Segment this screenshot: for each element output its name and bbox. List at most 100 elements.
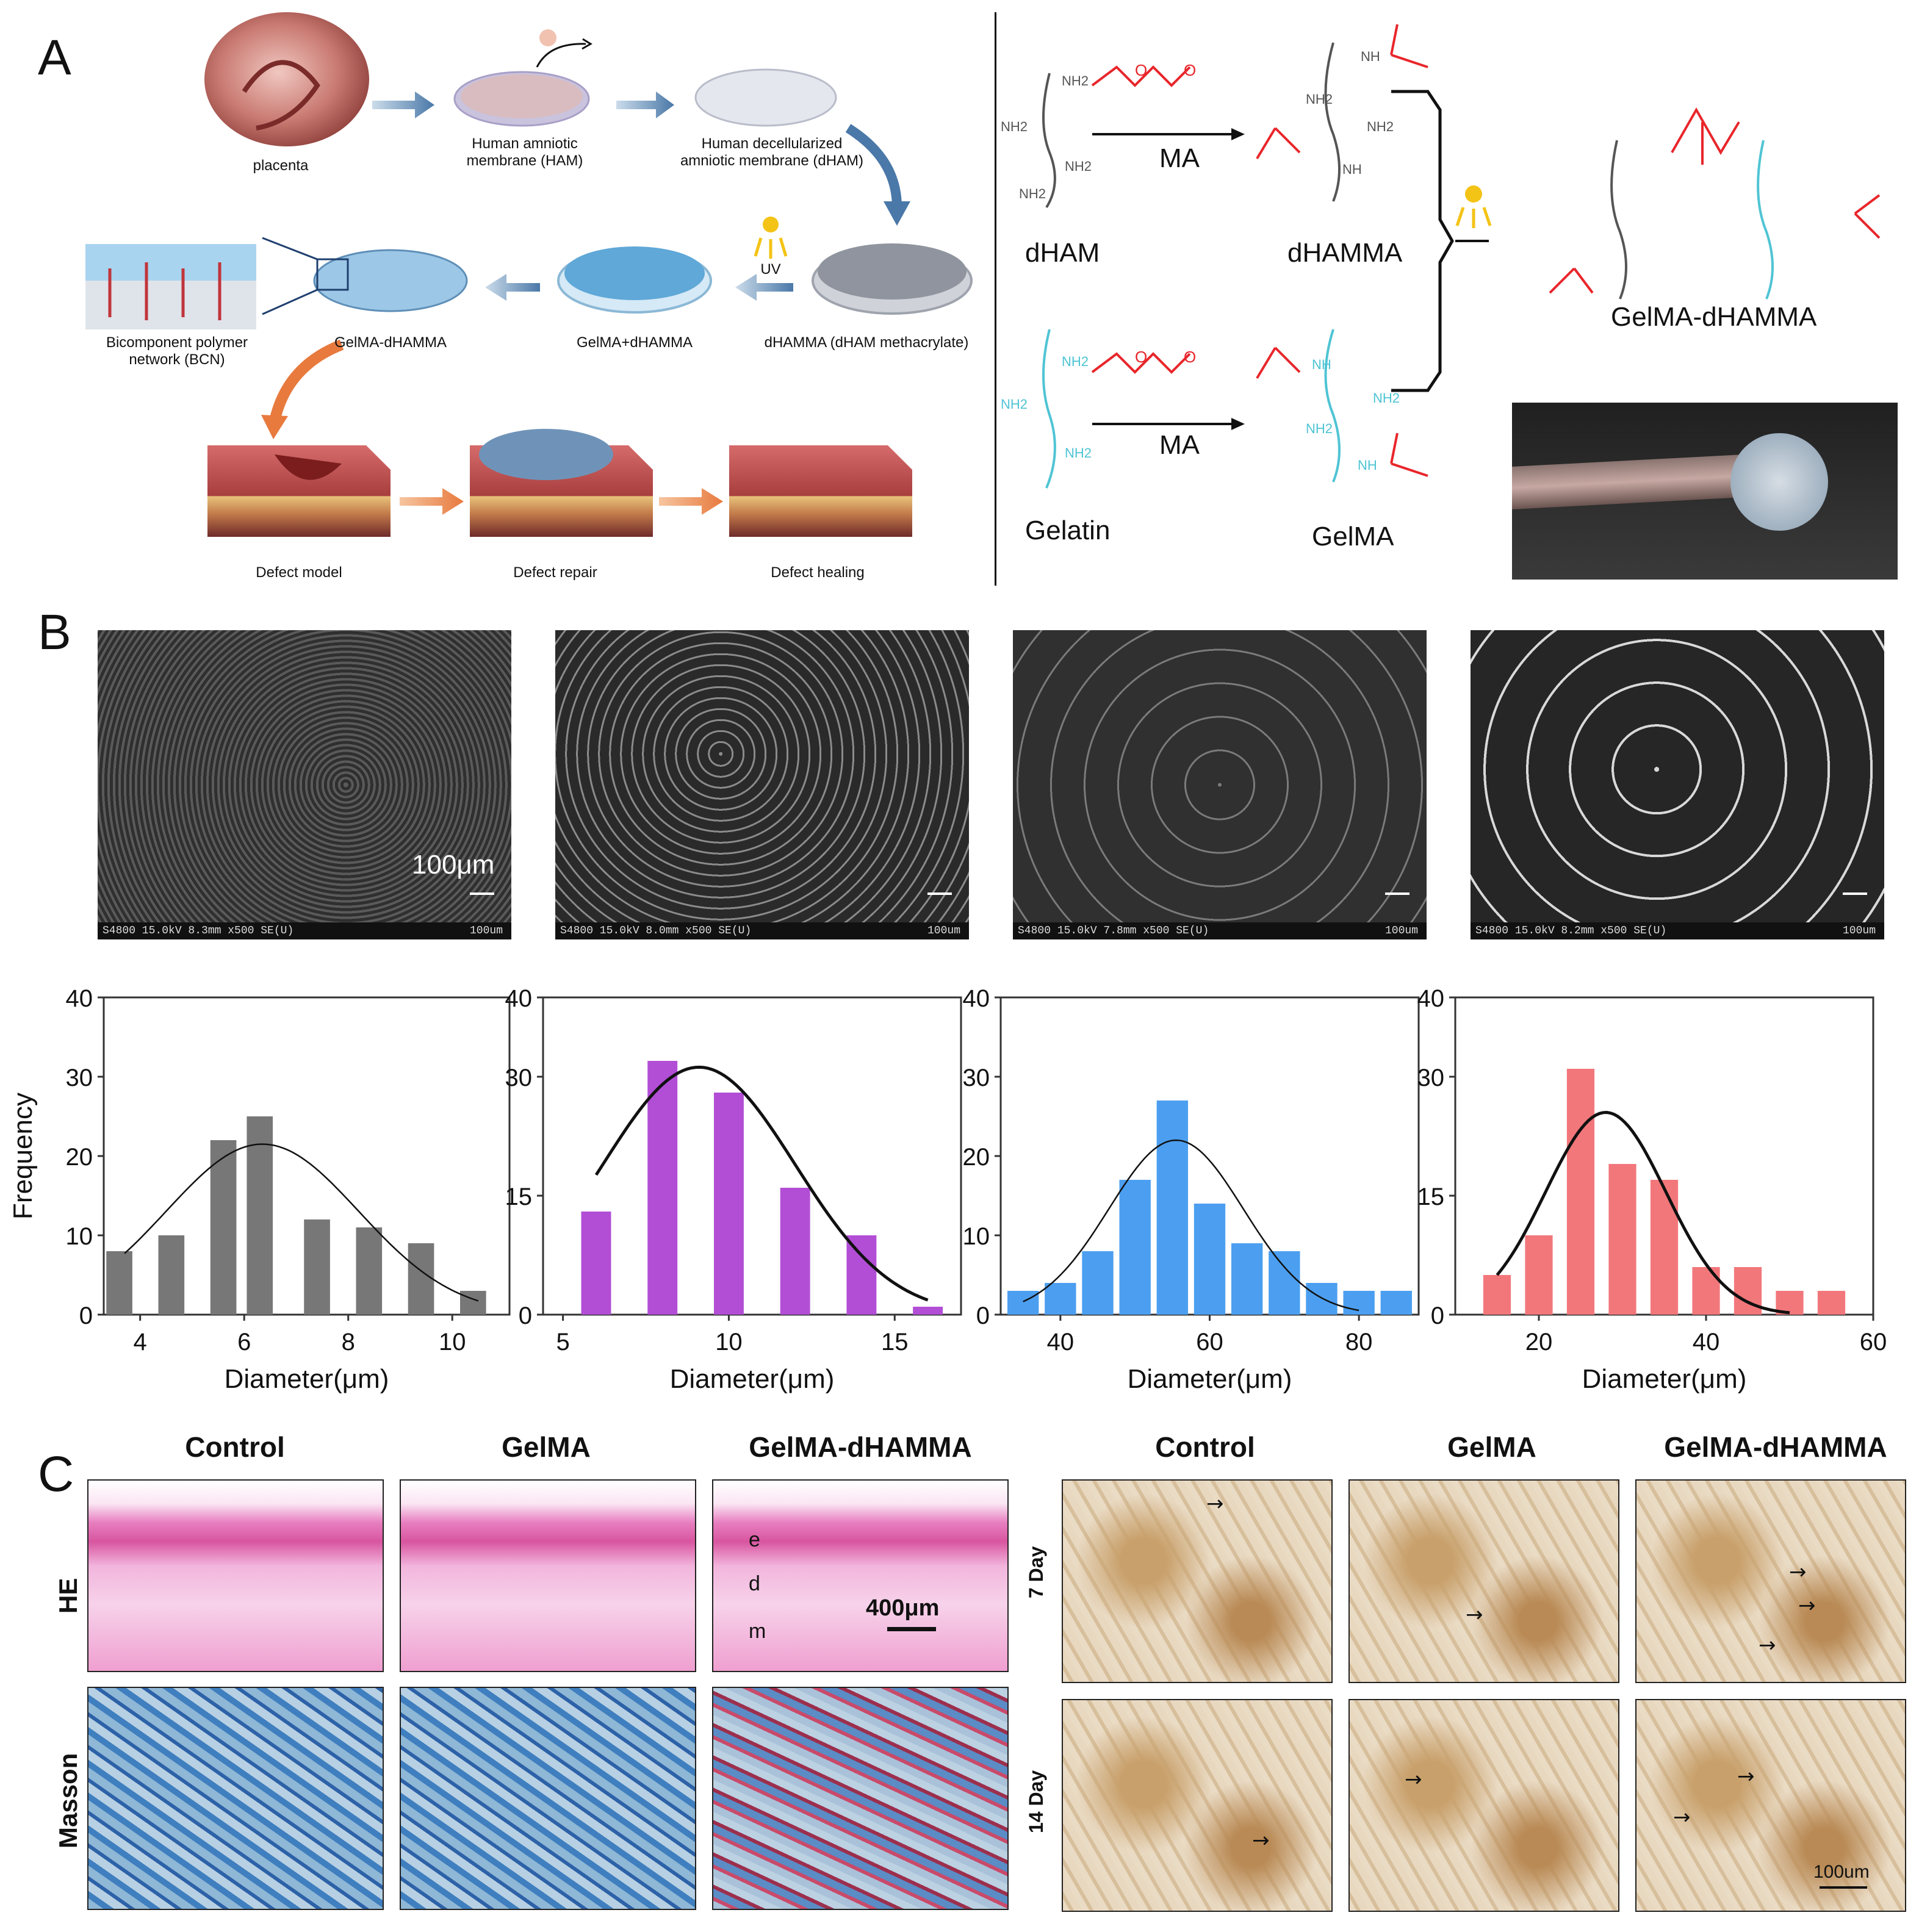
histogram-bar	[1483, 1275, 1511, 1315]
placenta-icon	[204, 12, 369, 146]
oxygen-label: O	[1135, 61, 1148, 79]
x-tick-label: 4	[134, 1329, 147, 1356]
defect-healing-icon	[729, 445, 912, 537]
layer-label-d: d	[749, 1572, 760, 1595]
y-tick-label: 30	[963, 1065, 990, 1091]
plot-frame	[542, 996, 962, 1316]
column-header-gelma-dhamma-left: GelMA-dHAMMA	[749, 1431, 972, 1463]
sem-scale-bar	[470, 892, 494, 895]
sem-scale-bar	[1385, 892, 1410, 895]
gelma-dhamma-disc-icon	[313, 249, 468, 312]
histogram-1: 0 10 20 30 40 4 6 8 10 Diameter(μm) Frequency	[8, 985, 511, 1394]
caption-placenta: placenta	[253, 157, 309, 174]
sem-info-bar: S4800 15.0kV 8.2mm x500 SE(U) 100um	[1471, 922, 1884, 939]
he-scale-bar	[887, 1627, 936, 1631]
arrow-marker: →	[1737, 1764, 1755, 1789]
caption-ham: Human amniotic membrane (HAM)	[466, 135, 583, 169]
histogram-bar	[106, 1251, 132, 1315]
column-header-gelma-right: GelMA	[1447, 1431, 1536, 1463]
y-tick-label: 15	[505, 1183, 533, 1210]
panel-a-divider	[995, 12, 996, 586]
oxygen-label: O	[1184, 348, 1197, 366]
histogram-bar	[158, 1235, 185, 1315]
normal-fit-curve	[124, 1143, 479, 1302]
normal-fit-curve	[594, 1065, 929, 1302]
panel-label-c: C	[38, 1446, 74, 1502]
chem-label-ma-top: MA	[1159, 143, 1200, 173]
column-header-control-left: Control	[185, 1431, 285, 1463]
x-tick-label: 10	[439, 1329, 466, 1356]
y-tick-label: 15	[1417, 1183, 1445, 1210]
histogram-bar	[581, 1212, 611, 1315]
ihc-image-control-7day: →	[1062, 1479, 1333, 1683]
histogram-bar	[247, 1116, 273, 1315]
histogram-bar	[1231, 1243, 1263, 1315]
ihc-image-gelma-dhamma-7day: → → →	[1635, 1479, 1906, 1683]
histogram-bar	[1566, 1069, 1595, 1315]
oxygen-label: O	[1184, 61, 1197, 79]
chem-label-gelma: GelMA	[1312, 522, 1394, 551]
column-header-gelma-left: GelMA	[502, 1431, 591, 1463]
chemistry-scheme	[1042, 24, 1881, 489]
nh-label: NH	[1361, 49, 1380, 64]
histogram-bar	[1119, 1180, 1151, 1315]
sem-image-2: S4800 15.0kV 8.0mm x500 SE(U) 100um	[555, 630, 969, 939]
x-axis-title: Diameter(μm)	[225, 1364, 389, 1394]
y-tick-label: 30	[1417, 1065, 1445, 1091]
histogram-bar	[780, 1188, 810, 1315]
nh2-label: NH2	[1306, 421, 1333, 436]
sem-image-4: S4800 15.0kV 8.2mm x500 SE(U) 100um	[1471, 630, 1884, 939]
nh2-label: NH2	[1001, 119, 1028, 134]
he-image-gelma	[400, 1479, 696, 1672]
y-tick-label: 0	[1431, 1302, 1444, 1329]
histogram-bar	[1156, 1101, 1189, 1315]
histogram-bar	[304, 1219, 330, 1315]
ihc-image-gelma-dhamma-14day: → → 100um	[1635, 1699, 1906, 1912]
column-header-control-right: Control	[1155, 1431, 1255, 1463]
histogram-bar	[1525, 1235, 1553, 1315]
x-tick-label: 60	[1860, 1329, 1887, 1356]
arrow-marker: →	[1673, 1805, 1691, 1830]
y-tick-label: 0	[79, 1302, 93, 1329]
bcn-network-icon	[85, 244, 256, 329]
histogram-bar	[1082, 1251, 1114, 1315]
y-tick-label: 20	[66, 1144, 93, 1171]
histogram-bar	[647, 1061, 678, 1315]
nh2-label: NH2	[1065, 445, 1092, 461]
x-axis-title: Diameter(μm)	[670, 1364, 835, 1394]
histogram-bar	[210, 1140, 237, 1315]
dham-disc-icon	[694, 68, 837, 127]
ihc-scale-label: 100um	[1813, 1862, 1870, 1882]
histogram-bar	[846, 1235, 877, 1315]
histogram-bar	[1045, 1283, 1076, 1315]
chem-label-dhamma: dHAMMA	[1287, 238, 1403, 268]
y-tick-label: 20	[963, 1144, 990, 1171]
y-tick-label: 0	[519, 1302, 532, 1329]
row-header-7-day: 7 Day	[1025, 1546, 1047, 1598]
layer-label-m: m	[749, 1620, 766, 1643]
caption-uv: UV	[760, 261, 781, 278]
uv-light-icon-a	[763, 217, 779, 232]
oxygen-label: O	[1135, 348, 1148, 366]
y-tick-label: 40	[963, 985, 990, 1012]
nh-label: NH	[1312, 357, 1331, 372]
arrow-marker: →	[1466, 1603, 1483, 1627]
normal-fit-curve	[1496, 1110, 1790, 1315]
forceps-shape	[1512, 454, 1744, 509]
y-tick-label: 40	[505, 985, 533, 1012]
normal-fit-curve	[1023, 1139, 1359, 1312]
he-image-control	[87, 1479, 384, 1672]
y-tick-label: 40	[1417, 985, 1445, 1012]
histogram-bar	[1817, 1291, 1846, 1315]
y-axis-title: Frequency	[8, 1093, 38, 1219]
histogram-bar	[1343, 1291, 1375, 1315]
column-header-gelma-dhamma-right: GelMA-dHAMMA	[1664, 1431, 1887, 1463]
sample-photo	[1512, 403, 1898, 580]
caption-dham: Human decellularized amniotic membrane (…	[680, 135, 864, 169]
histogram-bar	[356, 1227, 383, 1315]
panel-a-workflow-illustration	[85, 12, 973, 537]
masson-image-control	[87, 1687, 384, 1910]
sem-image-3: S4800 15.0kV 7.8mm x500 SE(U) 100um	[1013, 630, 1427, 939]
ihc-image-gelma-14day: →	[1348, 1699, 1619, 1912]
caption-bcn: Bicomponent polymer network (BCN)	[106, 334, 248, 368]
